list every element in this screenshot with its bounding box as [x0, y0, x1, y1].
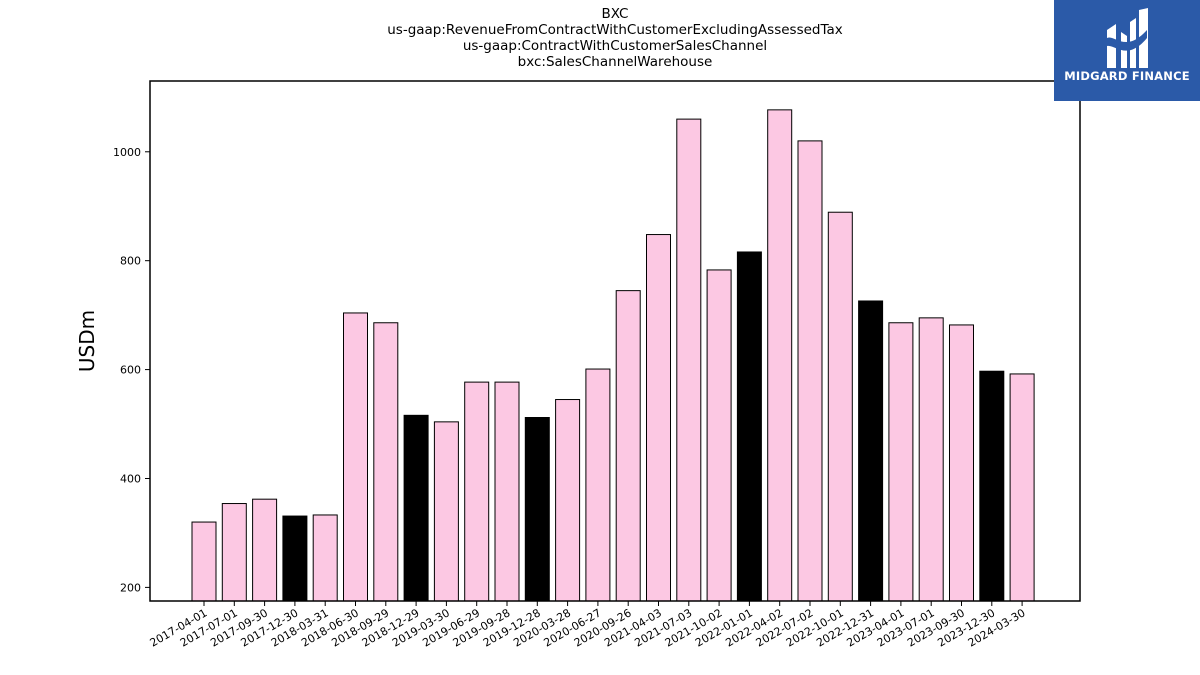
bar-2021-07-03 — [676, 118, 702, 602]
bar-2020-06-27 — [585, 368, 611, 602]
bar-2017-12-30 — [282, 515, 308, 602]
bar-2020-03-28 — [555, 399, 581, 602]
plot-frame — [149, 80, 1081, 602]
bar-2023-07-01 — [918, 317, 944, 602]
bar-2022-04-02 — [767, 109, 793, 602]
y-tick-label: 800 — [120, 255, 141, 268]
title-line-3: us-gaap:ContractWithCustomerSalesChannel — [462, 38, 768, 54]
bar-2022-01-01 — [736, 251, 762, 602]
y-tick-label: 600 — [120, 364, 141, 377]
title-line-2: us-gaap:RevenueFromContractWithCustomerE… — [387, 22, 843, 38]
x-axis: 2017-04-012017-07-012017-09-302017-12-30… — [148, 601, 1028, 650]
y-tick-label: 400 — [120, 472, 141, 485]
y-tick-label: 200 — [120, 581, 141, 594]
bar-2019-03-30 — [433, 421, 459, 602]
bar-2024-03-30 — [1009, 373, 1035, 602]
midgard-logo-icon — [1107, 8, 1148, 68]
bar-2019-12-28 — [524, 417, 550, 602]
bar-series — [191, 109, 1035, 602]
bar-2019-06-29 — [464, 381, 490, 602]
bar-2021-10-02 — [706, 269, 732, 602]
bar-2018-09-29 — [373, 322, 399, 602]
bar-2017-04-01 — [191, 521, 217, 602]
title-line-4: bxc:SalesChannelWarehouse — [517, 54, 713, 70]
logo-text: MIDGARD FINANCE — [1064, 69, 1190, 83]
bar-2021-04-03 — [646, 234, 671, 602]
bar-2019-09-28 — [494, 381, 520, 602]
bar-2022-12-31 — [858, 300, 884, 602]
bar-2018-12-29 — [403, 414, 429, 602]
chart-title: BXC us-gaap:RevenueFromContractWithCusto… — [150, 6, 1080, 70]
bar-2017-07-01 — [221, 503, 247, 602]
y-axis: 200 400 600 800 1000 — [113, 146, 150, 594]
bar-2023-04-01 — [888, 322, 914, 602]
bar-2018-06-30 — [343, 312, 368, 602]
y-tick-label: 1000 — [113, 146, 141, 159]
bar-2022-07-02 — [797, 140, 823, 602]
bar-2023-09-30 — [949, 324, 974, 602]
bar-2017-09-30 — [252, 498, 278, 602]
bar-2023-12-30 — [979, 370, 1005, 602]
bar-2022-10-01 — [827, 211, 853, 602]
title-line-1: BXC — [601, 6, 629, 22]
y-axis-label: USDm — [75, 310, 99, 372]
bar-2018-03-31 — [312, 514, 338, 602]
bar-2020-09-26 — [615, 290, 641, 602]
logo: MIDGARD FINANCE — [1054, 0, 1200, 101]
